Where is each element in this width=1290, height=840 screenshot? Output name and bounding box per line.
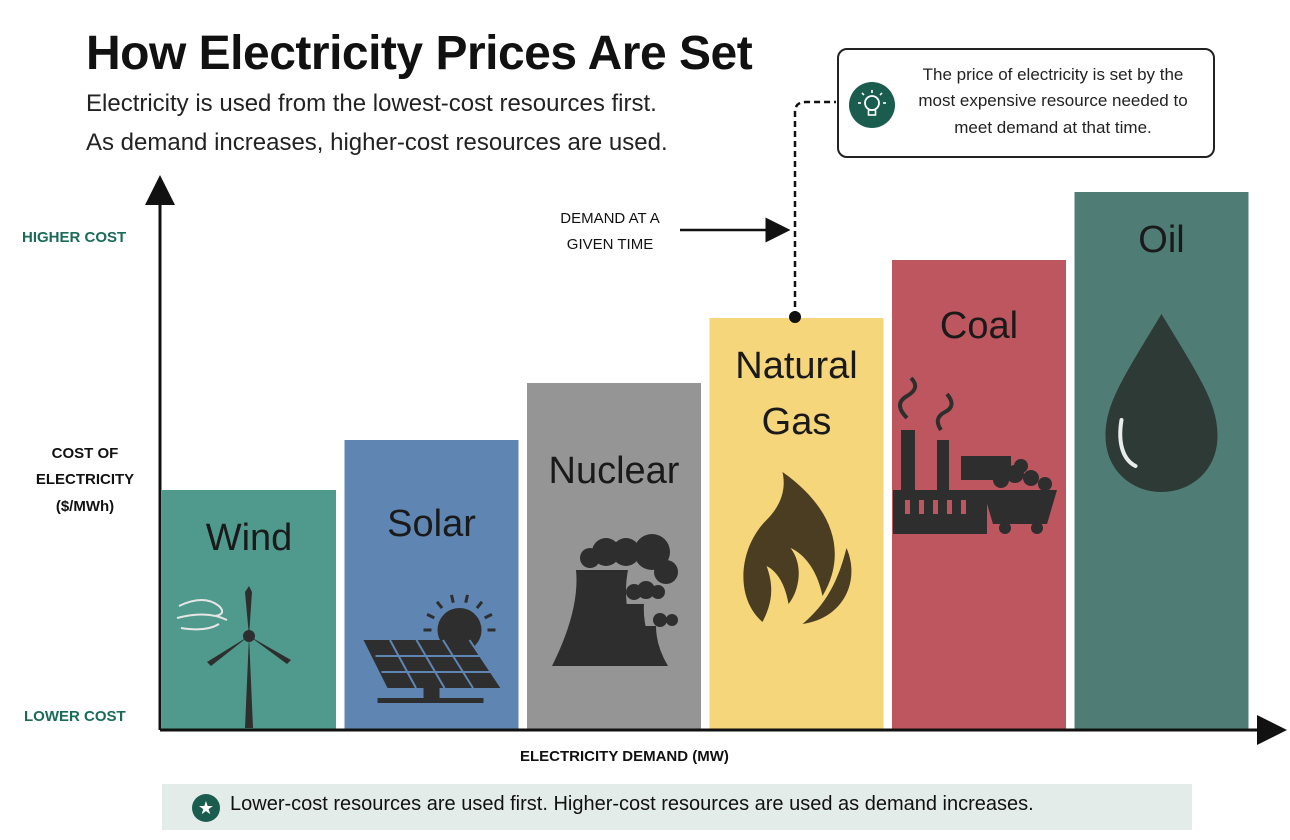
bar-label-coal: Coal [940,305,1018,347]
oil-drop-icon [1105,314,1218,492]
y-axis-high-label: HIGHER COST [22,229,127,246]
coal-factory-icon [893,376,1057,534]
bar-label-natural-gas: Gas [762,401,832,443]
x-axis-title: ELECTRICITY DEMAND (MW) [520,748,729,765]
demand-marker-label: DEMAND AT A GIVEN TIME [530,206,690,259]
y-axis-title-line: ($/MWh) [55,497,115,515]
flame-icon [743,472,852,624]
demand-marker-dot [789,311,801,323]
solar-panel-icon [363,594,503,703]
demand-connector-line [793,100,836,317]
bars-layer [162,192,1249,730]
nuclear-plant-icon [552,534,678,666]
demand-label-line: GIVEN TIME [566,236,654,254]
bar-label-nuclear: Nuclear [549,450,680,492]
labels-layer: Wind Solar Nuclear Natural Gas Coal Oil [206,219,1185,559]
demand-label-line: DEMAND AT A [560,210,660,227]
page-title: How Electricity Prices Are Set [86,27,753,80]
bar-label-natural-gas: Natural [735,345,858,387]
y-axis-low-label: LOWER COST [24,708,126,725]
wind-turbine-icon [176,586,291,728]
bar-label-solar: Solar [387,503,476,545]
icons-layer [176,314,1218,728]
callout-text: The price of electricity is set by the m… [918,65,1188,137]
y-axis-title-line: COST OF [51,445,119,462]
star-icon: ★ [192,794,220,822]
price-callout: The price of electricity is set by the m… [837,48,1215,158]
footer-note: ★ Lower-cost resources are used first. H… [162,784,1192,830]
subtitle-line-2: As demand increases, higher-cost resourc… [86,129,668,156]
lightbulb-icon [849,82,895,128]
bar-label-oil: Oil [1138,219,1184,261]
y-axis-title-line: ELECTRICITY [35,471,135,489]
y-axis-title: COST OF ELECTRICITY ($/MWh) [20,441,150,520]
footer-text: Lower-cost resources are used first. Hig… [230,793,1034,815]
subtitle-line-1: Electricity is used from the lowest-cost… [86,90,657,117]
bar-label-wind: Wind [206,517,293,559]
